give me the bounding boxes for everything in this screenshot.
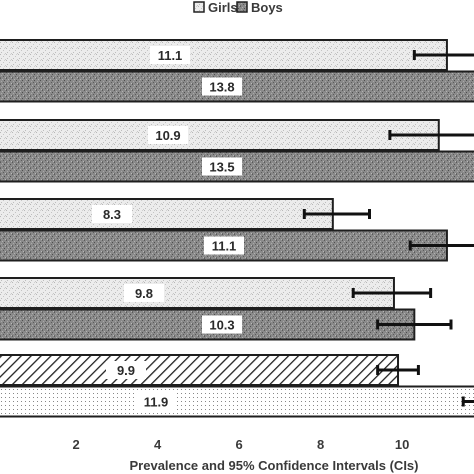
legend-swatch-girls [193,1,205,13]
data-label-bg [148,126,188,144]
error-bar [408,240,474,251]
error-bar [412,50,474,60]
x-tick-label: 4 [154,437,162,452]
legend-label-boys: Boys [251,0,283,15]
error-bar [388,130,474,140]
bar-group2-top [0,119,440,151]
x-tick-label: 8 [317,437,324,452]
data-label-bg [106,361,146,379]
error-bar [376,365,420,375]
x-tick-label: 10 [395,437,409,452]
data-label: 9.9 [117,363,135,378]
legend-label-girls: Girls [208,0,238,15]
bar-group5-bottom [0,385,474,418]
data-label: 11.9 [144,395,169,410]
data-label: 9.8 [135,286,153,301]
x-tick-label: 2 [72,437,79,452]
data-label: 13.5 [209,160,234,175]
data-label: 11.1 [212,239,237,254]
bar-group1-top [0,39,448,71]
data-label-bg [204,236,244,255]
data-label-bg [202,315,242,334]
error-bar [376,319,453,330]
legend: Girls Boys [193,0,283,15]
data-label: 8.3 [103,207,121,222]
data-label: 10.9 [155,128,180,143]
error-bar [351,288,433,298]
bar-group4-top [0,277,395,309]
error-bar [461,396,474,407]
x-axis-title: Prevalence and 95% Confidence Intervals … [130,458,419,473]
bar-group5-top [0,354,400,386]
data-label-bg [136,392,176,411]
bar-group3-top [0,198,334,230]
data-label-bg [202,77,242,96]
bars-layer: 11.1 13.8 10.9 13.5 8.3 11.1 9.8 10.3 9.9 11.9 [0,39,474,418]
error-bar [302,209,371,219]
data-label-bg [150,46,190,64]
data-label-bg [202,157,242,176]
data-label: 11.1 [158,48,183,63]
x-axis: 24681012 [72,437,409,452]
x-tick-label: 6 [235,437,242,452]
legend-swatch-boys [236,1,248,13]
data-label-bg [124,284,164,302]
data-label: 10.3 [209,318,234,333]
data-label: 13.8 [209,80,234,95]
data-label-bg [92,205,132,223]
